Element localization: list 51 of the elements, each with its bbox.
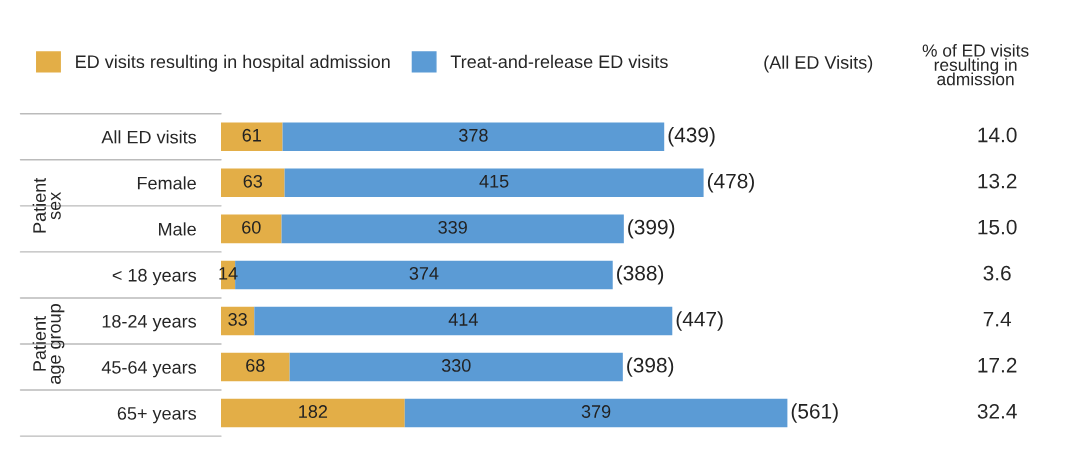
y-tick-label: < 18 years [112, 268, 197, 286]
bar [254, 306, 673, 336]
text: Patient age group [32, 304, 65, 384]
data-label: 330 [441, 359, 471, 372]
total-label: (388) [617, 265, 664, 285]
bar [220, 122, 283, 152]
bar [220, 214, 282, 244]
y-tick-label: 18-24 years [102, 314, 197, 332]
total-label: (447) [676, 311, 723, 331]
data-label: 68 [246, 359, 265, 372]
bar [220, 398, 405, 428]
text: 7.4 [983, 312, 1012, 327]
data-label: 379 [581, 405, 611, 418]
bar [281, 214, 624, 244]
data-label: 414 [448, 313, 478, 326]
data-label: 61 [242, 128, 261, 142]
y-tick-label: Male [159, 222, 196, 236]
bar [282, 122, 665, 152]
text: 3.6 [983, 265, 1011, 281]
y-tick-label: 45-64 years [101, 360, 197, 378]
bar [284, 168, 704, 198]
data-label: 339 [438, 220, 467, 234]
text: 14.0 [978, 127, 1017, 143]
total-label: (399) [628, 219, 675, 239]
text: Patient sex [32, 177, 61, 233]
total-label: (561) [791, 403, 838, 423]
text: 13.2 [978, 173, 1017, 189]
text: % of ED visits resulting in admission [922, 43, 1029, 86]
y-tick-label: Female [137, 176, 196, 190]
data-label: 415 [479, 175, 509, 188]
data-label: 182 [299, 405, 328, 418]
bar [220, 352, 290, 382]
total-label: (478) [707, 173, 754, 193]
bar [404, 398, 788, 428]
y-tick-label: 65+ years [117, 406, 197, 424]
data-label: 374 [409, 266, 439, 280]
y-tick-label: All ED visits [101, 130, 197, 144]
bar [220, 168, 285, 198]
legend-label: ED visits resulting in hospital admission [76, 54, 390, 72]
legend-label: Treat-and-release ED visits [450, 54, 668, 69]
text: (All ED Visits) [764, 55, 873, 73]
data-label: 378 [459, 128, 488, 142]
data-label: 63 [243, 174, 263, 188]
data-label: 60 [242, 220, 261, 234]
text: 17.2 [978, 357, 1017, 373]
bar [289, 352, 623, 382]
data-label: 33 [228, 313, 247, 326]
total-label: (439) [668, 127, 715, 147]
total-label: (398) [627, 357, 674, 377]
text: 32.4 [977, 403, 1017, 419]
text: 15.0 [978, 219, 1017, 235]
